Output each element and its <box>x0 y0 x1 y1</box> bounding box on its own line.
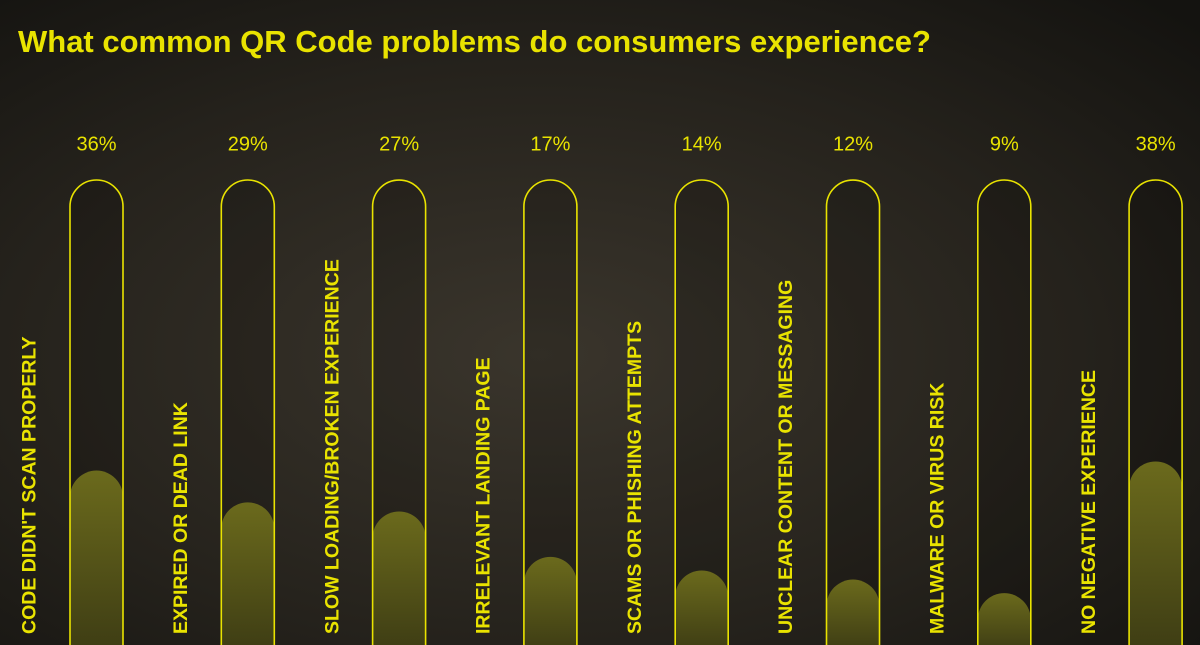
category-label: EXPIRED OR DEAD LINK <box>170 402 192 634</box>
value-label: 29% <box>228 133 268 155</box>
value-label: 9% <box>990 133 1019 155</box>
capsule-border <box>674 179 729 645</box>
bar <box>70 470 123 645</box>
capsule-outline <box>826 180 880 645</box>
capsule-border <box>371 179 427 645</box>
bar <box>221 502 275 645</box>
value-label: 14% <box>682 133 722 155</box>
category-label: IRRELEVANT LANDING PAGE <box>473 357 495 634</box>
capsule-outline <box>523 180 577 645</box>
bar <box>1129 461 1183 645</box>
capsule-border <box>523 179 578 645</box>
chart-title: What common QR Code problems do consumer… <box>18 24 931 59</box>
category-label: NO NEGATIVE EXPERIENCE <box>1078 370 1100 634</box>
bar <box>372 511 426 645</box>
value-label: 12% <box>833 133 873 155</box>
bar <box>826 579 880 645</box>
capsule-border <box>1128 179 1183 645</box>
bar <box>675 570 729 645</box>
value-label: 38% <box>1136 133 1176 155</box>
value-label: 27% <box>379 133 419 155</box>
capsule-outline <box>675 180 729 645</box>
value-label: 17% <box>530 133 570 155</box>
bar <box>977 593 1031 645</box>
category-label: CODE DIDN'T SCAN PROPERLY <box>19 336 41 634</box>
category-label: SCAMS OR PHISHING ATTEMPTS <box>624 321 646 634</box>
capsule-outline <box>977 180 1031 645</box>
capsule-border <box>977 179 1032 645</box>
category-label: SLOW LOADING/BROKEN EXPERIENCE <box>321 259 343 634</box>
bar <box>523 556 577 645</box>
category-label: UNCLEAR CONTENT OR MESSAGING <box>775 280 797 634</box>
capsule-border <box>825 179 881 645</box>
category-label: MALWARE OR VIRUS RISK <box>926 383 948 634</box>
value-label: 36% <box>76 133 116 155</box>
capsule-border <box>220 179 276 645</box>
capsule-border <box>69 179 124 645</box>
